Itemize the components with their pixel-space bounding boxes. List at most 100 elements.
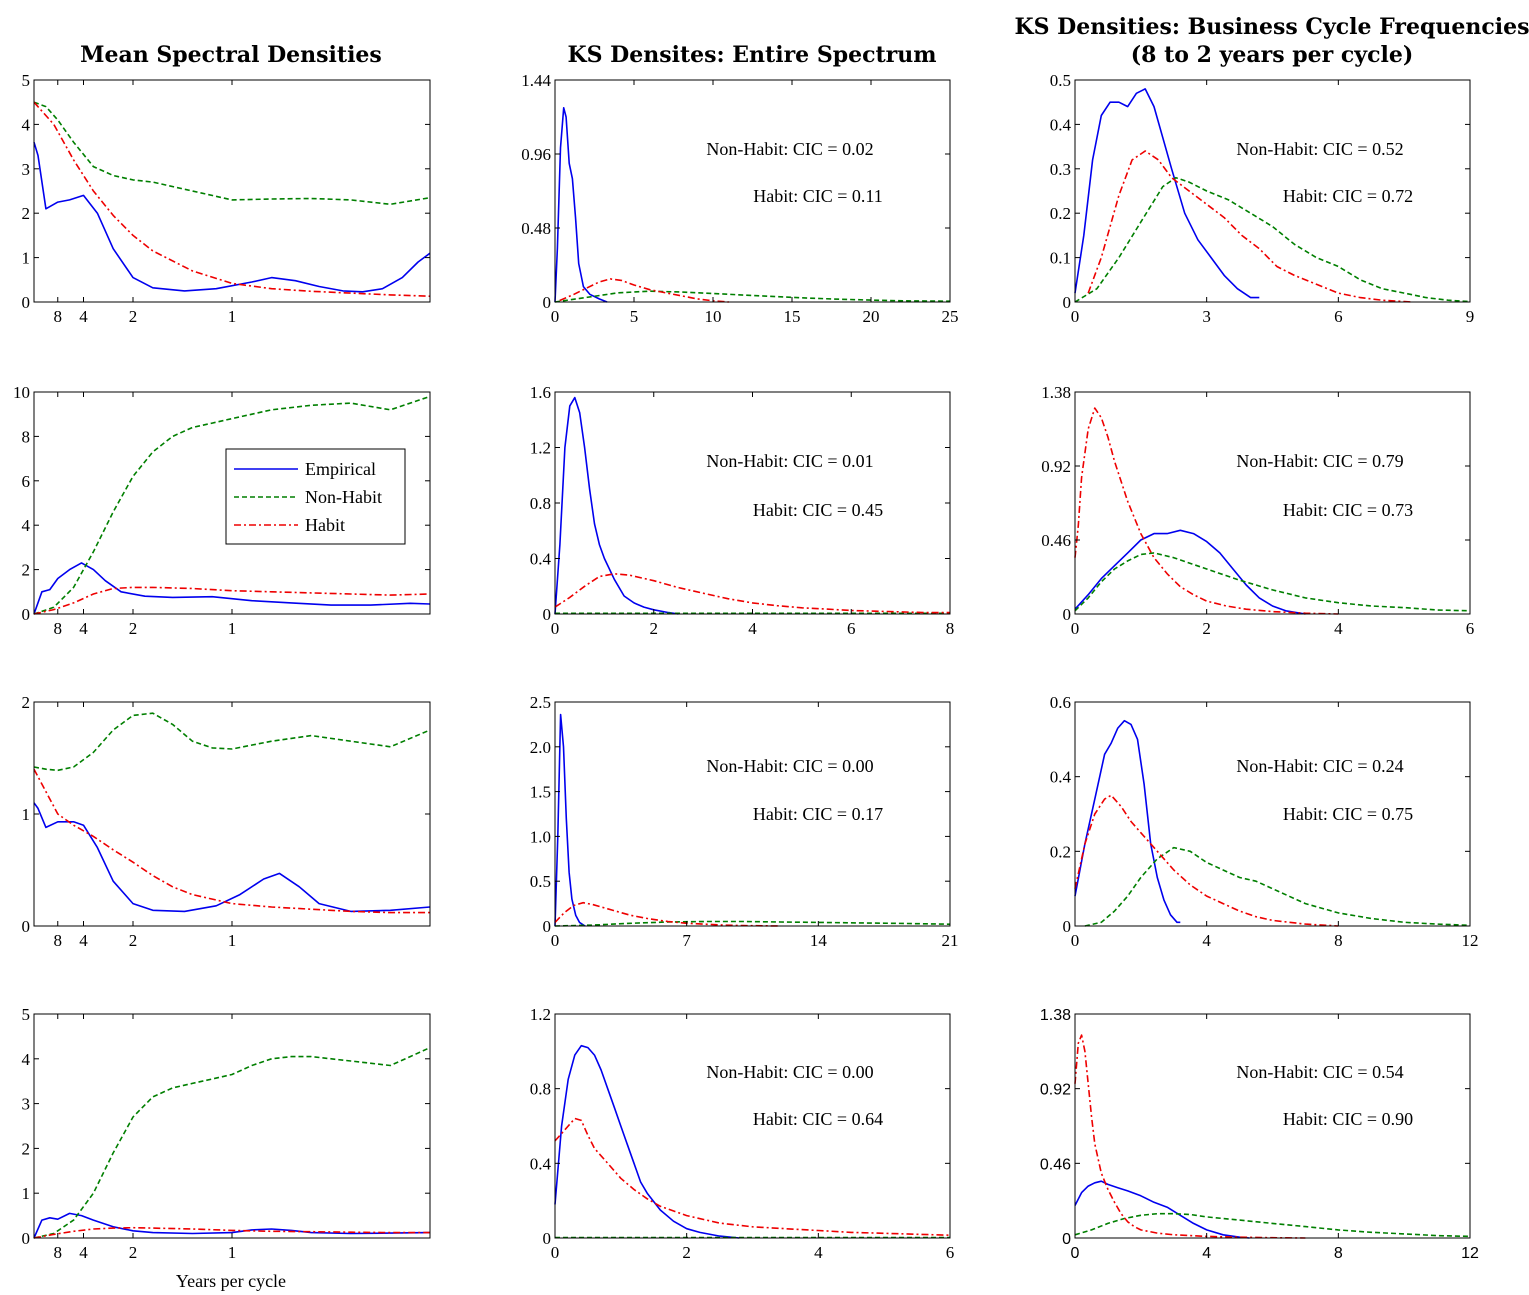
xtick-label-r2c2-2: 4 xyxy=(748,619,757,638)
xtick-label-r2c2-0: 0 xyxy=(551,619,560,638)
legend-label-empirical: Empirical xyxy=(305,459,376,479)
ytick-label-r1c1-1: 1 xyxy=(22,249,31,268)
ytick-label-r4c3-2: 0.92 xyxy=(1040,1082,1071,1099)
series-habit-r3c3 xyxy=(1074,794,1339,927)
xtick-label-r4c2-0: 0 xyxy=(551,1243,560,1262)
panel-r2c3: 0 0.46 0.92 1.38 0 2 4 6 Non-Habit: CIC = 0.79 Ha… xyxy=(1041,383,1474,638)
axes-frame-r1c3 xyxy=(1074,79,1471,303)
col3-title-line1: KS Densities: Business Cycle Frequencies xyxy=(1015,14,1529,40)
ytick-label-r4c3-0: 0 xyxy=(1062,1231,1071,1248)
series-nonhabit-r4c3 xyxy=(1074,1212,1471,1238)
series-empirical-r2c3 xyxy=(1074,529,1306,615)
series-habit-r4c1 xyxy=(33,1226,430,1239)
panel-r3c2: 0 0.5 1.0 1.5 2.0 2.5 0 7 14 21 Non-Habit: CIC = 0… xyxy=(530,693,959,950)
series-empirical-r4c3 xyxy=(1074,1180,1250,1239)
ytick-label-r3c2-4: 2.0 xyxy=(530,738,551,757)
xtick-label-r2c2-4: 8 xyxy=(946,619,955,638)
ytick-label-r2c3-0: 0 xyxy=(1063,605,1072,624)
series-empirical-r1c3 xyxy=(1074,88,1260,299)
xtick-label-r4c1-0: 8 xyxy=(54,1243,63,1262)
xtick-label-r3c3-0: 0 xyxy=(1071,931,1080,950)
series-habit-r3c2 xyxy=(554,901,781,927)
series-habit-r4c3 xyxy=(1074,1034,1306,1239)
series-habit-r1c3 xyxy=(1087,150,1413,303)
xtick-label-r1c3-3: 9 xyxy=(1466,307,1475,326)
xtick-label-r4c1-3: 1 xyxy=(228,1243,237,1262)
series-nonhabit-r1c3 xyxy=(1074,176,1471,303)
xtick-label-r2c1-2: 2 xyxy=(129,619,138,638)
xtick-label-r2c1-0: 8 xyxy=(54,619,63,638)
panel-r1c2: 0 0.48 0.96 1.44 0 5 10 15 20 25 Non-Habit: CIC = … xyxy=(521,71,958,326)
ytick-label-r3c2-2: 1.0 xyxy=(530,827,551,846)
xtick-label-r1c3-1: 3 xyxy=(1202,307,1211,326)
col1-title: Mean Spectral Densities xyxy=(80,42,382,68)
ytick-label-r1c1-2: 2 xyxy=(22,204,31,223)
ytick-label-r3c3-1: 0.2 xyxy=(1050,842,1071,861)
ytick-label-r1c3-2: 0.2 xyxy=(1050,204,1071,223)
ytick-label-r4c2-2: 0.8 xyxy=(530,1080,551,1099)
series-habit-r4c2 xyxy=(554,1117,951,1236)
xtick-label-r4c1-2: 2 xyxy=(129,1243,138,1262)
xtick-label-r3c3-1: 4 xyxy=(1202,931,1211,950)
ytick-label-r4c3-1: 0.46 xyxy=(1040,1156,1071,1173)
xtick-label-r1c1-3: 1 xyxy=(228,307,237,326)
xtick-label-r1c2-0: 0 xyxy=(551,307,560,326)
ytick-label-r2c2-4: 1.6 xyxy=(530,383,551,402)
xtick-label-r2c3-3: 6 xyxy=(1466,619,1475,638)
annotation-r1c3-0: Non-Habit: CIC = 0.52 xyxy=(1236,139,1403,159)
ytick-label-r1c3-5: 0.5 xyxy=(1050,71,1071,90)
legend-label-nonhabit: Non-Habit xyxy=(305,487,382,507)
ytick-label-r4c2-3: 1.2 xyxy=(530,1005,551,1024)
ytick-label-r2c3-2: 0.92 xyxy=(1041,457,1071,476)
xtick-label-r1c2-3: 15 xyxy=(784,307,801,326)
panel-r2c2: 0 0.4 0.8 1.2 1.6 0 2 4 6 8 Non-Habit: CIC = 0.01 H… xyxy=(530,383,955,638)
ytick-label-r1c3-3: 0.3 xyxy=(1050,160,1071,179)
ytick-label-r1c2-2: 0.96 xyxy=(521,145,551,164)
xtick-label-r3c1-2: 2 xyxy=(129,931,138,950)
xtick-label-r4c3-3: 12 xyxy=(1461,1245,1479,1262)
ytick-label-r1c1-4: 4 xyxy=(22,115,31,134)
xtick-label-r1c3-2: 6 xyxy=(1334,307,1343,326)
ytick-label-r2c3-1: 0.46 xyxy=(1041,531,1071,550)
annotation-r2c2-1: Habit: CIC = 0.45 xyxy=(753,500,883,520)
legend: Empirical Non-Habit Habit xyxy=(225,448,406,545)
xtick-label-r1c2-1: 5 xyxy=(630,307,639,326)
axes-frame-r4c2 xyxy=(554,1013,951,1239)
series-empirical-r2c1 xyxy=(33,562,431,615)
xtick-label-r2c3-1: 2 xyxy=(1202,619,1211,638)
xtick-label-r4c1-1: 4 xyxy=(79,1243,88,1262)
axes-frame-r3c1 xyxy=(33,701,431,927)
xtick-label-r1c2-2: 10 xyxy=(705,307,722,326)
ytick-label-r2c2-0: 0 xyxy=(543,605,552,624)
ytick-label-r2c2-2: 0.8 xyxy=(530,494,551,513)
xtick-label-r4c3-2: 8 xyxy=(1334,1245,1343,1262)
annotation-r3c2-1: Habit: CIC = 0.17 xyxy=(753,804,883,824)
ytick-label-r4c2-0: 0 xyxy=(543,1229,552,1248)
ytick-label-r2c2-3: 1.2 xyxy=(530,439,551,458)
series-nonhabit-r2c3 xyxy=(1074,552,1471,612)
series-habit-r3c1 xyxy=(33,768,430,914)
ytick-label-r3c1-2: 2 xyxy=(22,693,31,712)
xtick-label-r1c3-0: 0 xyxy=(1071,307,1080,326)
series-habit-r2c2 xyxy=(554,572,950,614)
annotation-r2c3-0: Non-Habit: CIC = 0.79 xyxy=(1236,451,1403,471)
annotation-r2c2-0: Non-Habit: CIC = 0.01 xyxy=(706,451,873,471)
xtick-label-r4c2-2: 4 xyxy=(814,1243,823,1262)
xtick-label-r2c1-3: 1 xyxy=(228,619,237,638)
ytick-label-r1c1-3: 3 xyxy=(22,160,31,179)
xtick-label-r1c1-0: 8 xyxy=(54,307,63,326)
xtick-label-r2c3-0: 0 xyxy=(1071,619,1080,638)
series-nonhabit-r1c2 xyxy=(554,290,951,303)
xtick-label-r3c1-3: 1 xyxy=(228,931,237,950)
xtick-label-r4c2-3: 6 xyxy=(946,1243,955,1262)
ytick-label-r3c1-0: 0 xyxy=(22,917,31,936)
ytick-label-r4c1-2: 2 xyxy=(22,1139,31,1158)
xtick-label-r1c1-2: 2 xyxy=(129,307,138,326)
axes-frame-r1c2 xyxy=(554,79,951,303)
xtick-label-r2c2-1: 2 xyxy=(650,619,659,638)
ytick-label-r1c2-0: 0 xyxy=(543,293,552,312)
series-nonhabit-r3c2 xyxy=(554,920,951,927)
